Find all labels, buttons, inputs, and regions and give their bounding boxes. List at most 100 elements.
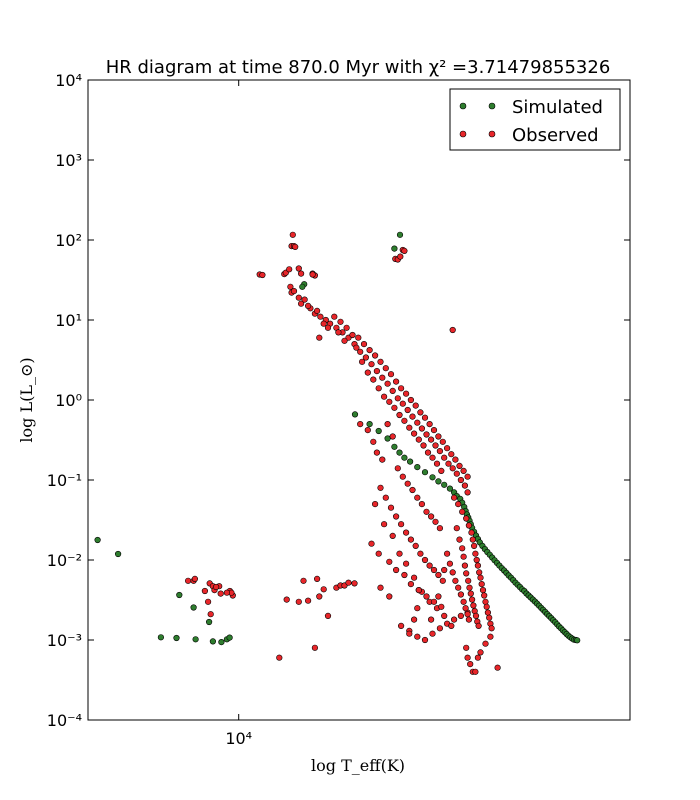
observed-point <box>460 553 467 560</box>
observed-point <box>456 536 463 543</box>
observed-point <box>464 654 471 661</box>
observed-point <box>314 575 321 583</box>
observed-point <box>460 598 467 605</box>
observed-point <box>185 577 192 584</box>
observed-point <box>386 398 393 405</box>
observed-point <box>463 644 470 651</box>
observed-point <box>409 486 416 494</box>
y-tick-label: 10⁻¹ <box>47 471 82 490</box>
observed-point <box>451 494 458 501</box>
observed-point <box>439 438 446 445</box>
observed-point <box>432 442 439 449</box>
observed-point <box>470 602 477 609</box>
simulated-point <box>407 458 414 465</box>
observed-point <box>479 586 487 594</box>
simulated-point <box>226 634 233 641</box>
observed-point <box>283 596 290 603</box>
observed-point <box>436 448 444 455</box>
y-tick-label: 10⁻² <box>47 551 82 570</box>
observed-point <box>430 427 438 434</box>
observed-point <box>468 529 475 536</box>
observed-point <box>305 597 312 604</box>
observed-point <box>420 442 427 449</box>
observed-point <box>213 583 220 591</box>
observed-point <box>452 577 459 584</box>
legend-observed-marker <box>459 130 467 138</box>
simulated-point <box>206 618 213 626</box>
observed-point <box>433 460 441 467</box>
y-tick-label: 10⁻⁴ <box>47 711 82 730</box>
observed-point <box>359 358 366 365</box>
observed-point <box>404 406 411 414</box>
observed-point <box>414 633 421 640</box>
simulated-point <box>574 637 581 644</box>
observed-point <box>377 358 384 365</box>
observed-point <box>435 593 442 600</box>
observed-point <box>411 574 418 581</box>
observed-point <box>461 562 469 569</box>
observed-point <box>398 385 405 392</box>
observed-point <box>472 612 480 620</box>
observed-point <box>467 590 474 597</box>
observed-point <box>477 649 484 656</box>
simulated-point <box>375 427 382 435</box>
observed-point <box>472 668 479 675</box>
observed-point <box>421 636 429 644</box>
observed-point <box>486 614 493 621</box>
observed-point <box>444 445 451 452</box>
observed-point <box>403 390 410 397</box>
observed-point <box>478 580 485 588</box>
observed-point <box>435 433 442 440</box>
observed-point <box>382 365 389 372</box>
observed-point <box>472 550 479 557</box>
observed-point <box>316 593 323 600</box>
legend-box <box>449 88 621 151</box>
observed-point <box>414 419 421 426</box>
observed-point <box>366 347 373 354</box>
observed-point <box>377 484 384 491</box>
observed-point <box>394 465 401 472</box>
observed-point <box>295 294 302 301</box>
observed-point <box>387 371 395 378</box>
observed-point <box>357 421 364 428</box>
simulated-point <box>435 478 442 485</box>
observed-point <box>464 473 471 480</box>
observed-point <box>375 550 382 557</box>
observed-point <box>316 334 323 341</box>
observed-point <box>259 271 266 279</box>
observed-point <box>412 542 419 550</box>
observed-point <box>370 376 377 383</box>
observed-point <box>372 501 379 508</box>
observed-series <box>185 231 501 675</box>
y-tick-label: 10⁻³ <box>47 631 82 650</box>
observed-point <box>423 508 430 515</box>
observed-point <box>449 465 456 472</box>
observed-point <box>401 417 408 424</box>
observed-point <box>381 521 388 528</box>
observed-point <box>314 307 321 315</box>
observed-point <box>469 536 476 543</box>
simulated-point <box>401 454 408 461</box>
observed-point <box>372 352 379 359</box>
observed-point <box>411 430 418 437</box>
legend-simulated-marker <box>488 102 496 110</box>
simulated-point <box>114 550 122 558</box>
observed-point <box>370 438 377 445</box>
y-tick-label: 10⁰ <box>55 391 82 410</box>
observed-point <box>448 451 455 458</box>
simulated-point <box>441 481 448 488</box>
observed-point <box>483 603 490 610</box>
observed-point <box>317 313 324 320</box>
observed-point <box>418 425 426 432</box>
x-axis-label: log T_eff(K) <box>311 756 405 775</box>
observed-point <box>464 611 471 618</box>
observed-point <box>406 424 413 431</box>
observed-point <box>357 348 364 355</box>
simulated-point <box>446 485 454 492</box>
observed-point <box>474 562 482 569</box>
observed-point <box>399 400 406 407</box>
observed-point <box>477 574 484 581</box>
observed-point <box>430 598 438 605</box>
observed-point <box>476 569 483 576</box>
simulated-point <box>94 536 101 544</box>
